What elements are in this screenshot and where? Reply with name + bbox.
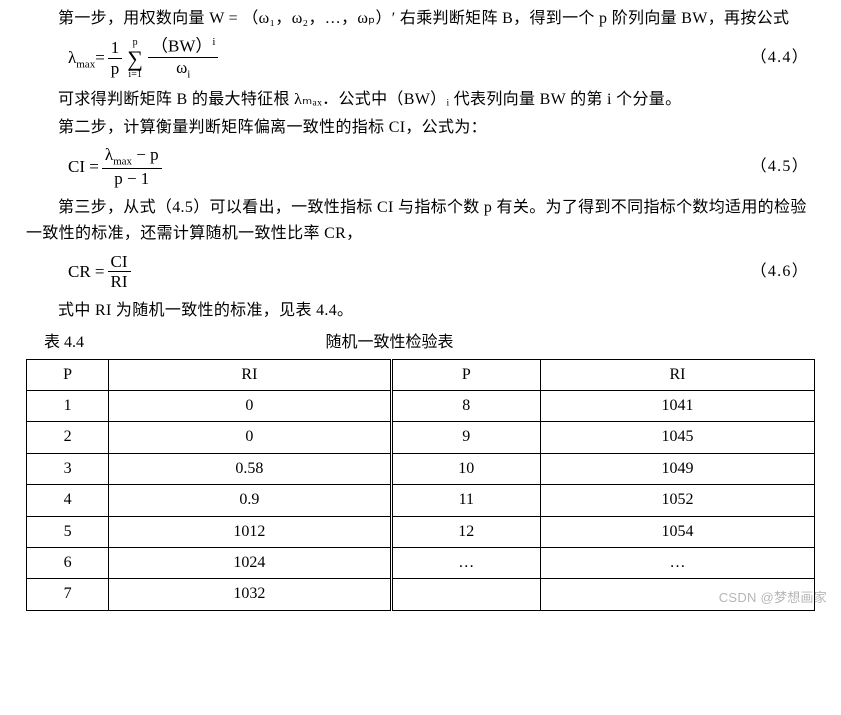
eq1-sum: p ∑ i=1 — [127, 38, 143, 80]
table-cell: 1049 — [540, 453, 814, 484]
table-cell: 1041 — [540, 391, 814, 422]
table-cell: 0.58 — [109, 453, 391, 484]
eq3-frac: CI RI — [108, 252, 131, 292]
eq1-frac-bw-over-omega: （BW）i ωi — [148, 36, 218, 80]
equation-4-4-number: （4.4） — [751, 45, 815, 71]
table-row: 4 0.9 11 1052 — [27, 485, 815, 516]
table-row: 2 0 9 1045 — [27, 422, 815, 453]
table-cell: 1012 — [109, 516, 391, 547]
table-header-ri-left: RI — [109, 359, 391, 390]
table-4-4: P RI P RI 1 0 8 1041 2 0 9 1045 3 0.58 — [26, 359, 815, 611]
equation-4-5-number: （4.5） — [751, 154, 815, 180]
table-cell — [540, 579, 814, 610]
table-cell — [391, 579, 540, 610]
paragraph-step1: 第一步，用权数向量 W = （ω₁，ω₂，…，ωₚ）′ 右乘判断矩阵 B，得到一… — [26, 6, 815, 32]
equation-4-4-body: λmax = 1 p p ∑ i=1 （BW）i ωi — [26, 36, 221, 80]
table-header-row: P RI P RI — [27, 359, 815, 390]
table-cell: 8 — [391, 391, 540, 422]
table-row: 5 1012 12 1054 — [27, 516, 815, 547]
table-cell: 4 — [27, 485, 109, 516]
table-header-ri-right: RI — [540, 359, 814, 390]
table-cell: 5 — [27, 516, 109, 547]
document-page: 第一步，用权数向量 W = （ω₁，ω₂，…，ωₚ）′ 右乘判断矩阵 B，得到一… — [0, 0, 841, 613]
table-cell: 12 — [391, 516, 540, 547]
table-cell: … — [540, 547, 814, 578]
table-4-4-caption: 表 4.4 随机一致性检验表 — [26, 330, 815, 356]
paragraph-step3: 第三步，从式（4.5）可以看出，一致性指标 CI 与指标个数 p 有关。为了得到… — [26, 195, 815, 248]
table-cell: 1054 — [540, 516, 814, 547]
table-row: 1 0 8 1041 — [27, 391, 815, 422]
table-body: 1 0 8 1041 2 0 9 1045 3 0.58 10 1049 4 0… — [27, 391, 815, 611]
eq2-lhs: CI = — [68, 153, 99, 181]
table-cell: 1024 — [109, 547, 391, 578]
equation-4-6-number: （4.6） — [751, 259, 815, 285]
equation-4-4: λmax = 1 p p ∑ i=1 （BW）i ωi （4.4） — [26, 36, 815, 80]
eq1-equals: = — [95, 44, 105, 72]
equation-4-6-body: CR = CI RI — [26, 252, 134, 292]
eq1-frac-1-over-p: 1 p — [108, 38, 123, 78]
table-title: 随机一致性检验表 — [84, 330, 815, 356]
eq1-lhs: λmax — [68, 44, 95, 74]
paragraph-ri-note: 式中 RI 为随机一致性的标准，见表 4.4。 — [26, 298, 815, 324]
table-row: 7 1032 — [27, 579, 815, 610]
table-cell: 9 — [391, 422, 540, 453]
table-cell: 3 — [27, 453, 109, 484]
table-label: 表 4.4 — [26, 330, 84, 356]
table-cell: 0 — [109, 422, 391, 453]
table-cell: 11 — [391, 485, 540, 516]
table-cell: 6 — [27, 547, 109, 578]
table-cell: 1045 — [540, 422, 814, 453]
table-cell: 1052 — [540, 485, 814, 516]
table-row: 3 0.58 10 1049 — [27, 453, 815, 484]
paragraph-after-eq1: 可求得判断矩阵 B 的最大特征根 λₘₐₓ．公式中（BW）ᵢ 代表列向量 BW … — [26, 87, 815, 113]
equation-4-5: CI = λmax − p p − 1 （4.5） — [26, 145, 815, 189]
equation-4-5-body: CI = λmax − p p − 1 — [26, 145, 165, 189]
table-cell: 0 — [109, 391, 391, 422]
table-cell: 10 — [391, 453, 540, 484]
table-cell: 0.9 — [109, 485, 391, 516]
equation-4-6: CR = CI RI （4.6） — [26, 252, 815, 292]
table-cell: 1032 — [109, 579, 391, 610]
table-header-p-left: P — [27, 359, 109, 390]
table-cell: … — [391, 547, 540, 578]
table-cell: 7 — [27, 579, 109, 610]
eq2-frac: λmax − p p − 1 — [102, 145, 162, 189]
paragraph-step2: 第二步，计算衡量判断矩阵偏离一致性的指标 CI，公式为： — [26, 115, 815, 141]
table-cell: 2 — [27, 422, 109, 453]
table-row: 6 1024 … … — [27, 547, 815, 578]
table-cell: 1 — [27, 391, 109, 422]
table-header-p-right: P — [391, 359, 540, 390]
eq3-lhs: CR = — [68, 258, 105, 286]
